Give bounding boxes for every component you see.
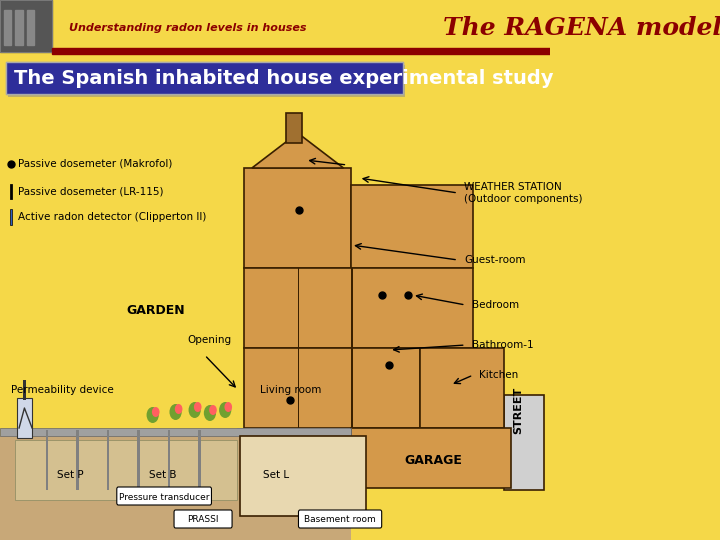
Text: Bedroom: Bedroom [472,300,519,310]
Bar [0,0,52,52]
Circle shape [189,402,201,418]
Circle shape [210,405,217,415]
Circle shape [194,402,202,412]
Bar [10,209,12,225]
Circle shape [152,407,160,417]
Bar [351,428,511,488]
FancyBboxPatch shape [299,510,382,528]
Text: GARDEN: GARDEN [126,303,184,316]
Bar [107,430,109,490]
Text: GARAGE: GARAGE [405,454,462,467]
Circle shape [225,402,232,412]
Text: WEATHER STATION
(Outdoor components): WEATHER STATION (Outdoor components) [464,182,582,204]
Bar [23,380,26,400]
Text: Permeability device: Permeability device [11,385,114,395]
Polygon shape [0,436,351,540]
Bar [27,10,35,45]
FancyBboxPatch shape [174,510,232,528]
Bar [0,0,549,52]
Bar [52,48,549,51]
Bar [351,185,473,268]
Polygon shape [252,133,343,168]
Text: Living room: Living room [259,385,321,395]
Bar [237,428,511,433]
Text: Passive dosemeter (Makrofol): Passive dosemeter (Makrofol) [18,159,173,169]
Bar [17,398,32,438]
Circle shape [169,404,181,420]
Text: Set L: Set L [264,470,289,480]
Bar [287,113,302,143]
Circle shape [219,402,231,418]
Bar [244,268,473,348]
Text: Pressure transducer: Pressure transducer [119,492,210,502]
Bar [4,10,12,45]
Text: Set B: Set B [149,470,176,480]
Circle shape [175,404,182,414]
Text: PRASSI: PRASSI [187,516,219,524]
Bar [199,430,201,490]
Text: Guest-room: Guest-room [464,255,526,265]
FancyBboxPatch shape [6,62,403,94]
Circle shape [147,407,159,423]
FancyBboxPatch shape [9,65,405,97]
Bar [76,430,78,490]
Bar [168,430,170,490]
Text: Basement room: Basement room [304,516,376,524]
Text: Passive dosemeter (LR-115): Passive dosemeter (LR-115) [18,186,164,196]
Text: Opening: Opening [187,335,231,345]
Text: STREET: STREET [513,387,523,434]
Bar [46,430,48,490]
Text: Bathroom-1: Bathroom-1 [472,340,534,350]
Bar [240,436,366,516]
Bar [15,10,23,45]
Text: The RAGENA model: The RAGENA model [443,16,720,40]
Bar [244,348,420,428]
Bar [420,348,504,428]
FancyBboxPatch shape [117,487,212,505]
Text: Set P: Set P [58,470,84,480]
Bar [52,52,549,53]
Bar [0,428,351,436]
Text: Understanding radon levels in houses: Understanding radon levels in houses [68,23,306,33]
Bar [351,268,353,348]
Bar [0,0,52,52]
Bar [351,348,353,428]
Text: The Spanish inhabited house experimental study: The Spanish inhabited house experimental… [14,70,553,89]
Bar [138,430,140,490]
Circle shape [204,405,216,421]
Bar [15,440,237,500]
Bar [297,348,300,428]
Bar [504,395,544,490]
Text: Kitchen: Kitchen [480,370,518,380]
Bar [297,268,300,348]
Bar [244,168,351,268]
Text: Active radon detector (Clipperton II): Active radon detector (Clipperton II) [18,212,207,222]
